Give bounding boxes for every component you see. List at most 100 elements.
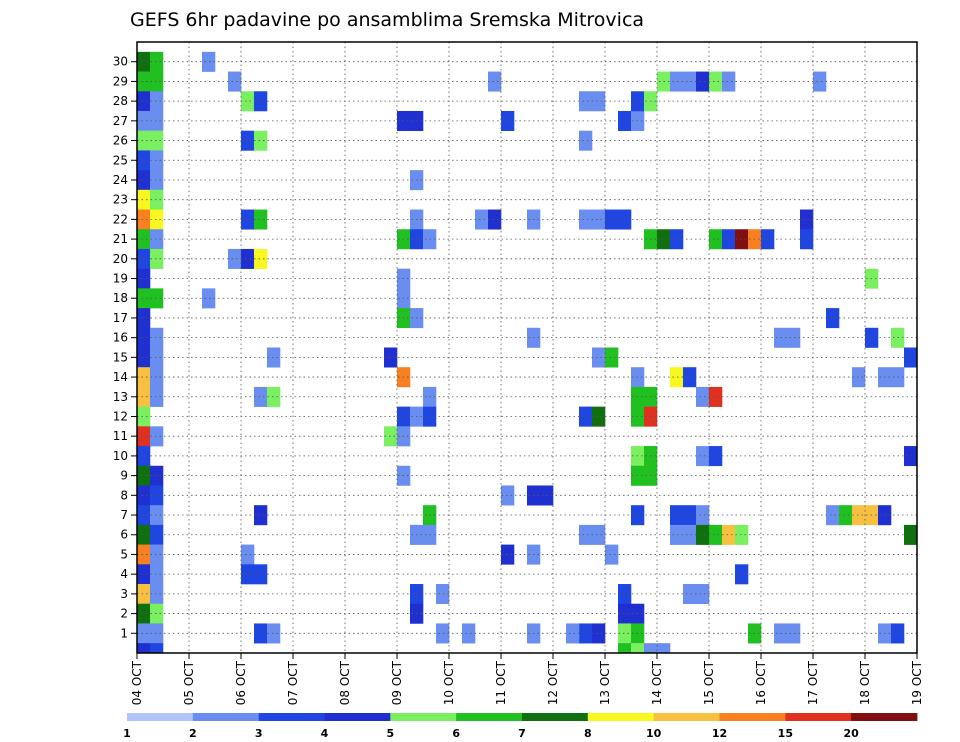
x-tick-label: 08 OCT bbox=[338, 660, 352, 705]
heatmap-cell bbox=[150, 91, 164, 112]
heatmap-cell bbox=[254, 248, 268, 269]
heatmap-cell bbox=[462, 623, 476, 644]
heatmap-cell bbox=[566, 623, 580, 644]
heatmap-cell bbox=[137, 170, 151, 191]
colorbar-label: 3 bbox=[255, 727, 263, 740]
heatmap-cell bbox=[709, 71, 723, 92]
heatmap-cell bbox=[475, 209, 489, 230]
heatmap-cell bbox=[787, 623, 801, 644]
y-tick-label: 20 bbox=[113, 252, 128, 266]
heatmap-cell bbox=[137, 623, 151, 644]
heatmap-cell bbox=[696, 524, 710, 545]
heatmap-cell bbox=[137, 189, 151, 210]
heatmap-cell bbox=[150, 51, 164, 72]
colorbar-label: 6 bbox=[452, 727, 460, 740]
heatmap-cell bbox=[137, 71, 151, 92]
heatmap-cell bbox=[137, 150, 151, 171]
heatmap-cell bbox=[137, 268, 151, 289]
heatmap-cell bbox=[618, 643, 632, 654]
heatmap-cell bbox=[150, 288, 164, 309]
heatmap-cell bbox=[150, 110, 164, 131]
heatmap-cell bbox=[254, 623, 268, 644]
colorbar-swatch bbox=[258, 713, 325, 721]
y-tick-label: 9 bbox=[120, 469, 128, 483]
heatmap-cell bbox=[150, 505, 164, 526]
x-tick-label: 18 OCT bbox=[858, 660, 872, 705]
heatmap-cell bbox=[683, 524, 697, 545]
heatmap-cell bbox=[592, 623, 606, 644]
y-tick-label: 29 bbox=[113, 74, 128, 88]
x-tick-label: 11 OCT bbox=[494, 660, 508, 705]
heatmap-cell bbox=[137, 584, 151, 605]
heatmap-cell bbox=[670, 367, 684, 388]
y-tick-label: 13 bbox=[113, 390, 128, 404]
colorbar-label: 5 bbox=[387, 727, 395, 740]
x-tick-label: 19 OCT bbox=[910, 660, 924, 705]
heatmap-cell bbox=[241, 209, 255, 230]
heatmap-cell bbox=[137, 564, 151, 585]
heatmap-cell bbox=[826, 505, 840, 526]
heatmap-cell bbox=[150, 426, 164, 447]
heatmap-cell bbox=[657, 643, 671, 654]
y-axis-ticks: 1234567891011121314151617181920212223242… bbox=[113, 55, 137, 640]
heatmap-cell bbox=[150, 485, 164, 506]
y-tick-label: 25 bbox=[113, 153, 128, 167]
heatmap-cell bbox=[150, 643, 164, 654]
heatmap-cell bbox=[800, 229, 814, 250]
heatmap-cell bbox=[137, 327, 151, 348]
colorbar-label: 4 bbox=[321, 727, 329, 740]
heatmap-cell bbox=[241, 91, 255, 112]
heatmap-cell bbox=[150, 150, 164, 171]
y-tick-label: 27 bbox=[113, 114, 128, 128]
heatmap-cell bbox=[241, 544, 255, 565]
heatmap-cell bbox=[254, 130, 268, 151]
heatmap-cell bbox=[150, 170, 164, 191]
y-tick-label: 5 bbox=[120, 547, 128, 561]
heatmap-cell bbox=[579, 91, 593, 112]
y-tick-label: 8 bbox=[120, 488, 128, 502]
x-tick-label: 14 OCT bbox=[650, 660, 664, 705]
heatmap-cell bbox=[384, 426, 398, 447]
heatmap-cell bbox=[137, 110, 151, 131]
x-axis-ticks: 04 OCT 05 OCT 06 OCT 07 OCT 08 OCT 09 OCT 10 O… bbox=[130, 653, 924, 705]
heatmap-cell bbox=[137, 524, 151, 545]
heatmap-cell bbox=[904, 347, 918, 368]
heatmap-cell bbox=[137, 91, 151, 112]
heatmap-cell bbox=[618, 110, 632, 131]
heatmap-cell bbox=[384, 347, 398, 368]
heatmap-cell bbox=[501, 544, 515, 565]
heatmap-cell bbox=[722, 229, 736, 250]
heatmap-cell bbox=[436, 623, 450, 644]
heatmap-cell bbox=[592, 347, 606, 368]
heatmap-cell bbox=[696, 584, 710, 605]
heatmap-cell bbox=[670, 524, 684, 545]
heatmap-cells bbox=[137, 51, 918, 654]
heatmap-cell bbox=[787, 327, 801, 348]
heatmap-cell bbox=[670, 71, 684, 92]
y-tick-label: 18 bbox=[113, 291, 128, 305]
colorbar-label: 20 bbox=[844, 727, 860, 740]
heatmap-cell bbox=[254, 564, 268, 585]
heatmap-cell bbox=[137, 51, 151, 72]
heatmap-cell bbox=[696, 505, 710, 526]
heatmap-cell bbox=[137, 485, 151, 506]
heatmap-cell bbox=[618, 209, 632, 230]
heatmap-cell bbox=[150, 347, 164, 368]
heatmap-cell bbox=[904, 446, 918, 467]
heatmap-cell bbox=[254, 209, 268, 230]
x-tick-label: 09 OCT bbox=[390, 660, 404, 705]
y-tick-label: 16 bbox=[113, 331, 128, 345]
heatmap-cell bbox=[137, 308, 151, 329]
heatmap-cell bbox=[137, 426, 151, 447]
x-tick-label: 07 OCT bbox=[286, 660, 300, 705]
heatmap-cell bbox=[137, 643, 151, 654]
colorbar-swatch bbox=[653, 713, 720, 721]
heatmap-cell bbox=[488, 209, 502, 230]
heatmap-cell bbox=[150, 386, 164, 407]
heatmap-cell bbox=[579, 524, 593, 545]
heatmap-cell bbox=[579, 209, 593, 230]
colorbar-label: 1 bbox=[123, 727, 131, 740]
colorbar-label: 10 bbox=[646, 727, 662, 740]
heatmap-cell bbox=[800, 209, 814, 230]
